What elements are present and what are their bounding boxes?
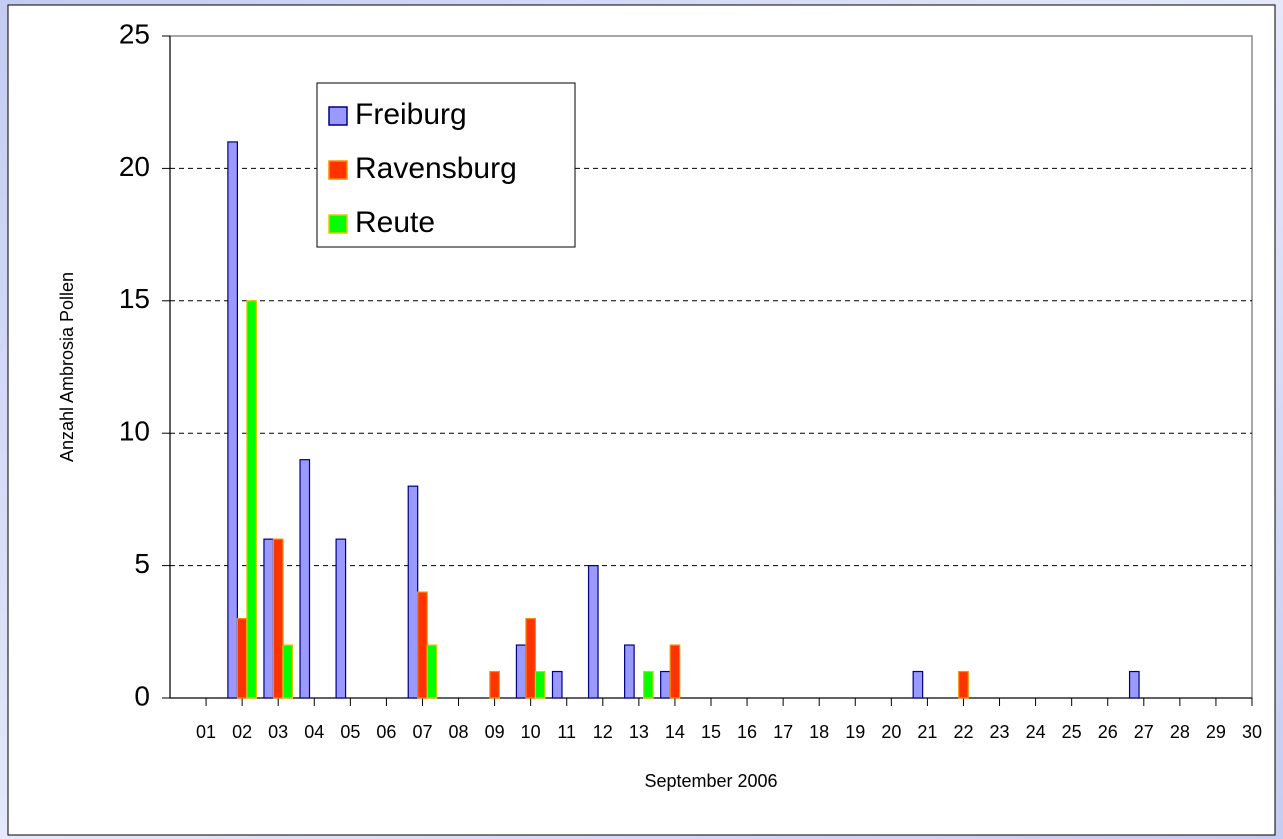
y-tick-label: 15: [119, 283, 150, 314]
x-tick-label: 27: [1134, 722, 1154, 742]
x-tick-label: 30: [1242, 722, 1262, 742]
x-tick-label: 21: [917, 722, 937, 742]
x-tick-label: 28: [1170, 722, 1190, 742]
plot-area: [169, 35, 1253, 699]
bar: [551, 670, 563, 699]
bar: [272, 538, 284, 699]
x-tick-label: 19: [845, 722, 865, 742]
x-tick-label: 07: [412, 722, 432, 742]
bar: [236, 617, 248, 699]
bar: [1128, 670, 1140, 699]
bar: [407, 485, 419, 699]
y-tick-label: 5: [134, 548, 150, 579]
x-tick-label: 01: [196, 722, 216, 742]
x-tick-label: 22: [953, 722, 973, 742]
x-tick-label: 11: [557, 722, 576, 742]
legend-label: Ravensburg: [355, 152, 517, 185]
x-tick-label: 15: [701, 722, 721, 742]
x-tick-label: 29: [1206, 722, 1226, 742]
x-tick-label: 08: [449, 722, 469, 742]
bar: [227, 141, 238, 699]
x-tick-label: 16: [737, 722, 757, 742]
x-tick-label: 23: [990, 722, 1010, 742]
bar: [417, 591, 428, 699]
x-tick-label: 17: [773, 722, 793, 742]
legend-swatch: [328, 160, 348, 180]
x-tick-label: 25: [1062, 722, 1082, 742]
bar: [246, 300, 257, 699]
legend-swatch: [328, 214, 348, 234]
x-tick-label: 14: [665, 722, 685, 742]
y-tick-label: 20: [119, 151, 150, 182]
bar: [624, 644, 635, 699]
y-tick-label: 0: [134, 680, 150, 711]
legend-swatch: [328, 106, 348, 126]
x-tick-label: 13: [629, 722, 649, 742]
x-tick-label: 26: [1098, 722, 1118, 742]
legend-label: Freiburg: [355, 98, 467, 131]
x-tick-label: 10: [521, 722, 541, 742]
bar: [299, 459, 311, 699]
bar: [587, 564, 599, 699]
x-tick-label: 03: [268, 722, 288, 742]
legend-label: Reute: [355, 206, 435, 239]
bar: [643, 670, 654, 699]
bar: [335, 538, 347, 699]
x-tick-label: 24: [1026, 722, 1046, 742]
x-tick-label: 18: [809, 722, 829, 742]
legend-box: [316, 82, 576, 248]
bar: [426, 644, 438, 699]
y-axis-title: Anzahl Ambrosia Pollen: [57, 272, 77, 462]
bar: [534, 670, 546, 699]
x-tick-label: 04: [304, 722, 324, 742]
x-tick-label: 20: [881, 722, 901, 742]
y-tick-label: 25: [119, 18, 150, 49]
bar: [489, 670, 500, 699]
bar: [525, 617, 537, 699]
bar: [660, 670, 671, 699]
bar: [958, 670, 969, 699]
x-tick-label: 02: [232, 722, 252, 742]
bar: [282, 644, 294, 699]
x-tick-label: 05: [340, 722, 360, 742]
bar: [263, 538, 275, 699]
bar: [669, 644, 681, 699]
x-tick-label: 09: [485, 722, 505, 742]
bar: [912, 670, 924, 699]
x-axis-title: September 2006: [644, 771, 777, 791]
y-tick-label: 10: [119, 416, 150, 447]
x-tick-label: 06: [376, 722, 396, 742]
bar: [515, 644, 527, 699]
x-tick-label: 12: [593, 722, 613, 742]
